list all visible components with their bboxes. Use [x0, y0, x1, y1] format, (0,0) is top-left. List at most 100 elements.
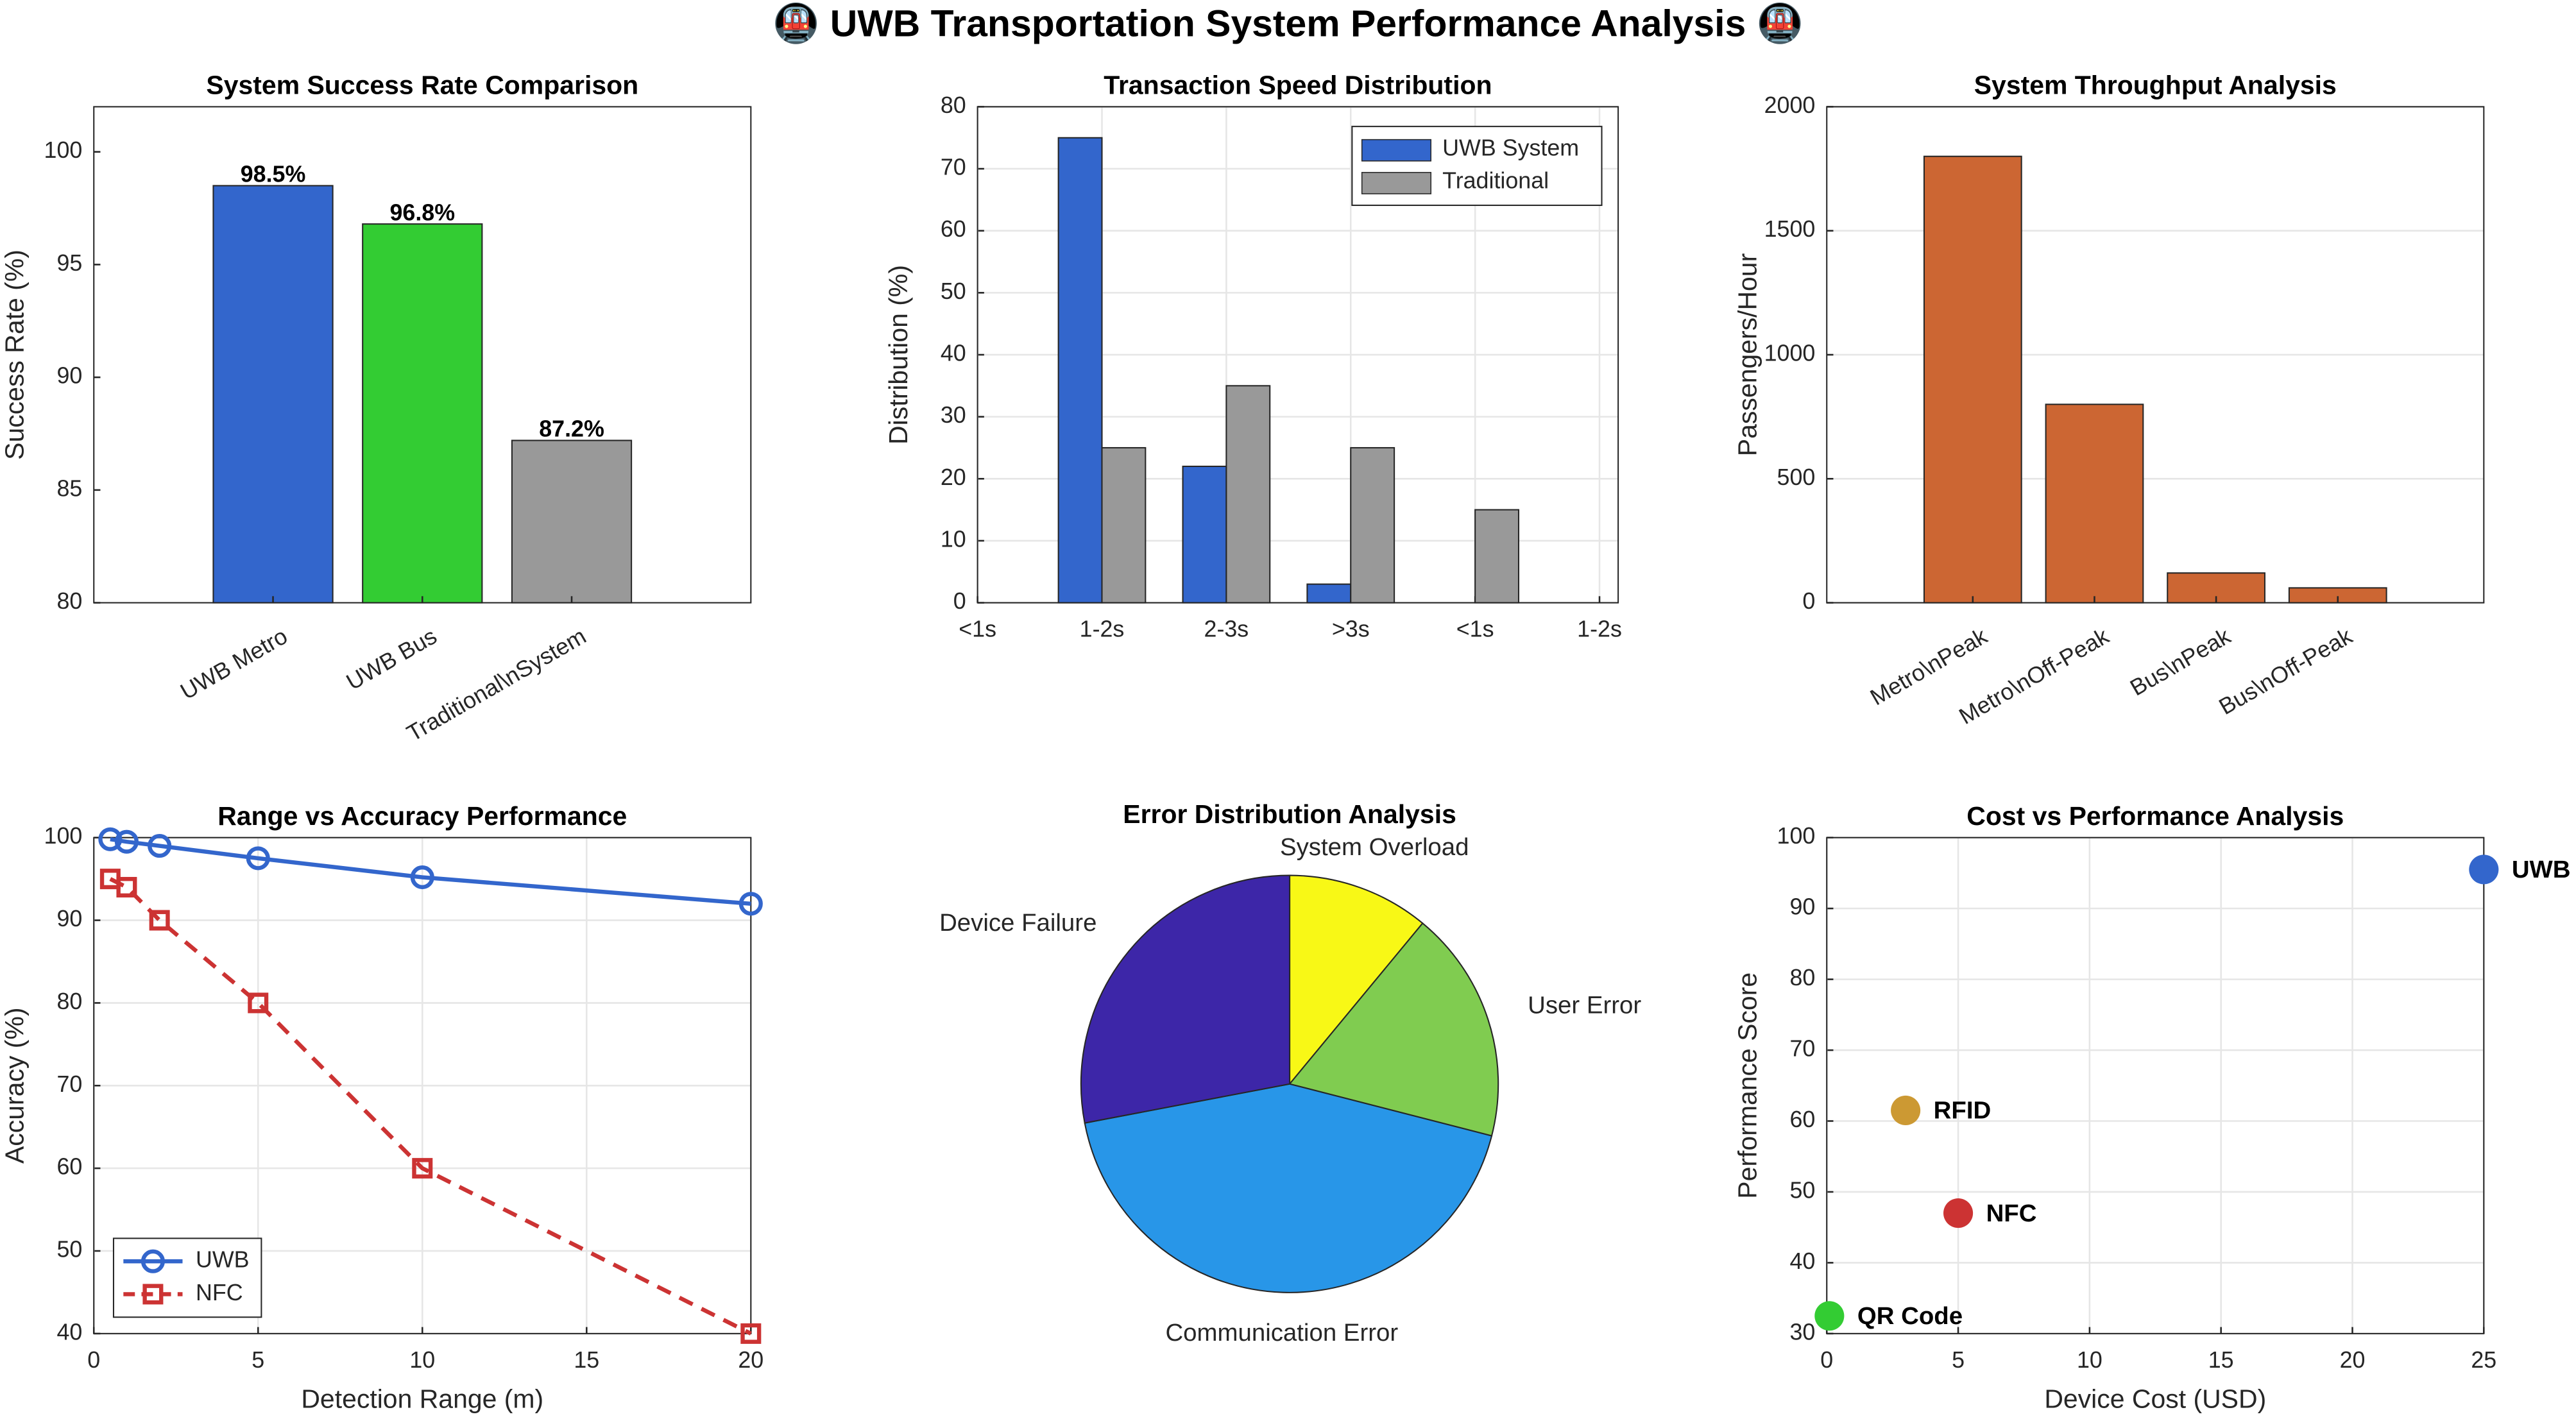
bar — [1182, 465, 1227, 604]
y-tick-label: 100 — [44, 823, 83, 849]
legend-label: Traditional — [1442, 168, 1549, 194]
y-tick-label: 100 — [1777, 823, 1816, 849]
x-tick-label: Bus\nOff-Peak — [2215, 623, 2357, 720]
data-label: 96.8% — [389, 200, 455, 225]
slice-label: User Error — [1528, 991, 1641, 1019]
y-tick-label: 85 — [56, 475, 82, 501]
chart-title: Cost vs Performance Analysis — [1966, 801, 2344, 831]
y-tick-label: 1500 — [1764, 216, 1816, 242]
marker — [149, 910, 170, 931]
marker — [148, 834, 172, 858]
y-tick-label: 90 — [56, 906, 82, 931]
marker — [410, 865, 434, 890]
x-tick-label: 5 — [1952, 1347, 1965, 1373]
y-tick-label: 80 — [56, 989, 82, 1014]
y-tick-label: 95 — [56, 250, 82, 276]
bar — [1350, 446, 1395, 604]
y-tick-label: 40 — [941, 340, 966, 366]
y-tick-label: 10 — [941, 526, 966, 552]
y-axis-label: Accuracy (%) — [0, 1008, 30, 1164]
line — [110, 837, 751, 906]
bar — [1474, 509, 1520, 604]
slice-label: Communication Error — [1165, 1319, 1398, 1347]
y-tick-label: 50 — [1789, 1177, 1815, 1203]
y-tick-label: 80 — [1789, 965, 1815, 990]
y-tick-label: 80 — [56, 588, 82, 614]
y-tick-label: 30 — [1789, 1319, 1815, 1345]
slice-label: Device Failure — [939, 909, 1096, 937]
y-tick-label: 500 — [1777, 464, 1816, 490]
x-tick-label: <1s — [959, 616, 996, 642]
x-tick-label: UWB Metro — [176, 623, 291, 704]
marker — [114, 829, 139, 854]
y-tick-label: 60 — [1789, 1107, 1815, 1132]
pie-slice — [1080, 874, 1291, 1124]
x-tick-label: 15 — [574, 1347, 599, 1373]
x-tick-label: UWB Bus — [342, 623, 441, 695]
legend-swatch — [1361, 172, 1432, 194]
x-tick-label: 5 — [252, 1347, 264, 1373]
marker — [246, 846, 270, 871]
axes-box — [93, 837, 752, 1334]
x-tick-label: >3s — [1332, 616, 1370, 642]
data-label: 87.2% — [539, 416, 604, 442]
point — [2469, 854, 2499, 885]
legend-label: UWB System — [1442, 135, 1579, 160]
point-label: RFID — [1934, 1097, 1992, 1125]
x-tick-label: 20 — [2340, 1347, 2366, 1373]
x-tick-label: 1-2s — [1080, 616, 1125, 642]
y-axis-label: Success Rate (%) — [0, 250, 30, 460]
page-title: 🚇 UWB Transportation System Performance … — [772, 2, 1804, 45]
y-tick-label: 70 — [1789, 1036, 1815, 1062]
y-tick-label: 50 — [56, 1236, 82, 1262]
y-axis-label: Passengers/Hour — [1733, 253, 1762, 456]
x-tick-label: 10 — [409, 1347, 435, 1373]
y-tick-label: 2000 — [1764, 92, 1816, 118]
x-tick-label: 0 — [87, 1347, 100, 1373]
bar — [1306, 583, 1352, 604]
axes-box — [977, 106, 1619, 604]
y-tick-label: 40 — [1789, 1248, 1815, 1274]
y-tick-label: 1000 — [1764, 340, 1816, 366]
x-axis-label: Device Cost (USD) — [2044, 1384, 2266, 1414]
x-tick-label: 0 — [1820, 1347, 1833, 1373]
point — [1891, 1095, 1921, 1125]
bar — [1923, 155, 2022, 604]
y-tick-label: 0 — [953, 588, 966, 614]
slice-label: System Overload — [1280, 833, 1469, 861]
y-tick-label: 90 — [56, 363, 82, 389]
chart-title: Range vs Accuracy Performance — [218, 801, 627, 831]
y-tick-label: 70 — [941, 155, 966, 180]
marker — [248, 992, 269, 1014]
y-tick-label: 0 — [1802, 588, 1815, 614]
y-tick-label: 90 — [1789, 894, 1815, 920]
x-tick-label: 1-2s — [1577, 616, 1622, 642]
pie-slice — [1289, 874, 1424, 1086]
y-tick-label: 20 — [941, 464, 966, 490]
point — [1814, 1301, 1845, 1331]
marker — [142, 1284, 164, 1305]
y-tick-label: 100 — [44, 137, 83, 163]
y-tick-label: 60 — [941, 216, 966, 242]
chart-title: Transaction Speed Distribution — [1104, 71, 1492, 100]
marker — [738, 892, 763, 916]
marker — [98, 827, 123, 851]
y-tick-label: 30 — [941, 402, 966, 428]
chart-title: System Success Rate Comparison — [206, 71, 638, 100]
chart-title: Error Distribution Analysis — [1123, 799, 1456, 829]
axes-box — [1826, 106, 2485, 604]
x-axis-label: Detection Range (m) — [301, 1384, 543, 1414]
bar — [1057, 137, 1103, 604]
bar — [1101, 446, 1147, 604]
point-label: NFC — [1986, 1200, 2037, 1227]
legend-box — [112, 1237, 262, 1318]
y-tick-label: 50 — [941, 278, 966, 304]
x-tick-label: <1s — [1456, 616, 1494, 642]
legend-label: NFC — [196, 1280, 243, 1305]
bar — [511, 439, 633, 604]
y-tick-label: 40 — [56, 1319, 82, 1345]
x-tick-label: 25 — [2471, 1347, 2496, 1373]
bar — [212, 185, 334, 604]
y-axis-label: Performance Score — [1733, 973, 1762, 1199]
